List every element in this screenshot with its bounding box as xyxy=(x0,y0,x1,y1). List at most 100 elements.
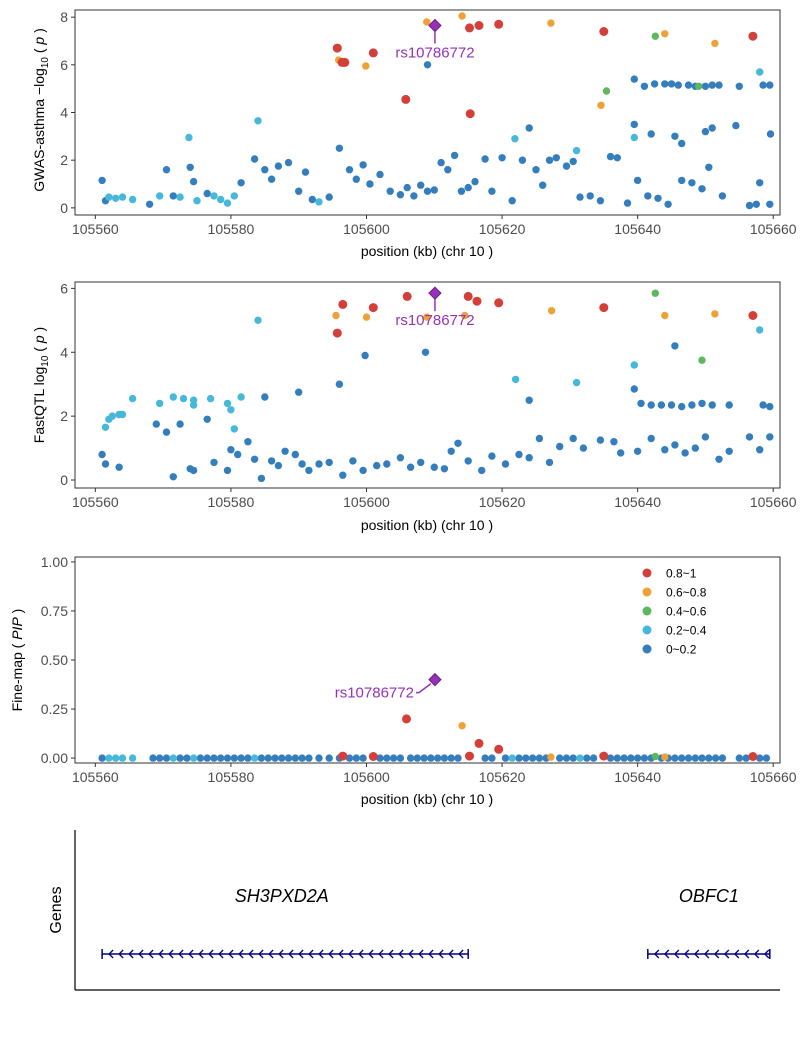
gwas-snp-point xyxy=(602,87,611,95)
gwas-snp-point xyxy=(464,183,472,192)
gwas-x-tick-label: 105620 xyxy=(479,221,526,237)
finemap-x-tick-label: 105660 xyxy=(750,769,797,785)
gwas-snp-point xyxy=(471,177,479,186)
fastqtl-snp-point xyxy=(169,473,177,481)
fastqtl-snp-point xyxy=(115,463,123,471)
finemap-snp-point xyxy=(291,754,299,762)
fastqtl-snp-point xyxy=(547,307,556,315)
fastqtl-snp-point xyxy=(494,298,504,308)
gwas-snp-point xyxy=(715,81,723,89)
gwas-snp-point xyxy=(284,158,293,167)
legend-label: 0.4~0.6 xyxy=(666,605,707,619)
finemap-snp-point xyxy=(183,754,191,762)
fastqtl-snp-point xyxy=(315,460,323,468)
gwas-snp-point xyxy=(539,181,547,189)
strand-arrow xyxy=(673,949,680,959)
fastqtl-snp-point xyxy=(461,311,469,320)
finemap-snp-point xyxy=(162,754,171,762)
finemap-snp-point xyxy=(501,754,510,762)
gwas-snp-point xyxy=(301,168,310,176)
fastqtl-snp-point xyxy=(647,401,655,409)
finemap-snp-point xyxy=(718,754,727,762)
gwas-snp-point xyxy=(261,166,269,174)
gwas-snp-point xyxy=(325,193,333,201)
fastqtl-snp-point xyxy=(101,460,110,468)
strand-arrow xyxy=(308,949,314,959)
gwas-snp-point xyxy=(105,193,113,201)
gwas-snp-point xyxy=(450,151,459,160)
finemap-snp-point xyxy=(298,754,306,762)
fastqtl-snp-point xyxy=(332,328,342,338)
gwas-snp-point xyxy=(759,81,767,89)
finemap-snp-point xyxy=(250,754,259,762)
gwas-snp-point xyxy=(654,194,662,202)
gwas-snp-point xyxy=(437,158,445,167)
gwas-snp-point xyxy=(766,200,774,208)
gwas-snp-point xyxy=(630,133,638,142)
fastqtl-snp-point xyxy=(338,299,348,309)
fastqtl-plot-frame xyxy=(74,281,781,489)
strand-arrow xyxy=(128,949,134,959)
finemap-y-tick-label: 0.50 xyxy=(41,652,68,668)
strand-arrow xyxy=(663,949,670,959)
finemap-snp-point xyxy=(389,754,398,762)
gwas-snp-point xyxy=(576,193,584,201)
finemap-snp-point xyxy=(640,754,649,762)
gwas-snp-point xyxy=(752,200,760,208)
fastqtl-snp-point xyxy=(447,447,455,455)
gwas-snp-point xyxy=(708,124,716,132)
fastqtl-snp-point xyxy=(511,375,520,384)
finemap-snp-point xyxy=(620,754,628,762)
finemap-snp-point xyxy=(698,754,706,762)
fastqtl-snp-point xyxy=(335,380,344,388)
strand-arrow xyxy=(318,949,324,959)
gwas-snp-point xyxy=(189,177,198,186)
gwas-snp-point xyxy=(701,127,710,136)
fastqtl-y-axis: 0 2 4 6 xyxy=(60,280,75,488)
fastqtl-snp-point xyxy=(361,351,369,360)
legend-swatch xyxy=(642,625,652,635)
finemap-x-axis: 105560 105580 105600 105620 105640 105660 xyxy=(72,763,797,785)
finemap-snp-point xyxy=(440,754,449,762)
fastqtl-snp-point xyxy=(759,401,767,409)
finemap-snp-point xyxy=(735,754,743,762)
fastqtl-snp-point xyxy=(671,441,679,449)
finemap-snp-point xyxy=(535,754,544,762)
gwas-snp-point xyxy=(368,48,378,58)
fastqtl-snp-point xyxy=(244,438,252,446)
strand-arrow xyxy=(378,949,384,959)
finemap-snp-point xyxy=(98,754,106,762)
fastqtl-snp-point xyxy=(210,458,218,467)
fastqtl-snp-point xyxy=(545,458,554,467)
fastqtl-y-tick-label: 6 xyxy=(60,280,68,296)
finemap-snp-point xyxy=(223,754,232,762)
finemap-snp-point xyxy=(368,752,378,761)
finemap-ylabel-pre: Fine-map xyxy=(9,652,25,711)
fastqtl-snp-point xyxy=(176,420,184,428)
finemap-lead-connector xyxy=(415,683,432,694)
gwas-snp-point xyxy=(98,176,106,185)
fastqtl-snp-point xyxy=(305,466,313,475)
finemap-snp-point xyxy=(189,754,198,762)
gwas-snp-point xyxy=(711,39,719,48)
fastqtl-snp-point xyxy=(556,442,564,451)
gwas-snp-point xyxy=(745,201,754,210)
strand-arrow xyxy=(693,949,700,959)
strand-arrow xyxy=(238,949,244,959)
finemap-snp-point xyxy=(396,754,405,762)
fastqtl-x-tick-label: 105640 xyxy=(614,494,661,510)
finemap-snp-point xyxy=(562,754,571,762)
strand-arrow xyxy=(328,949,334,959)
finemap-x-tick-label: 105600 xyxy=(343,769,390,785)
gwas-snp-point xyxy=(586,192,594,200)
fastqtl-snp-point xyxy=(525,396,533,404)
gwas-snp-point xyxy=(613,154,621,162)
gwas-snp-point xyxy=(118,193,127,201)
gwas-snp-point xyxy=(661,30,669,38)
gwas-snp-point xyxy=(494,19,504,29)
gene-label: SH3PXD2A xyxy=(235,886,329,906)
fastqtl-x-axis-label: position (kb) (chr 10 ) xyxy=(361,517,493,533)
finemap-snp-point xyxy=(284,754,293,762)
gwas-snp-point xyxy=(518,156,527,164)
legend-label: 0~0.2 xyxy=(666,643,697,657)
